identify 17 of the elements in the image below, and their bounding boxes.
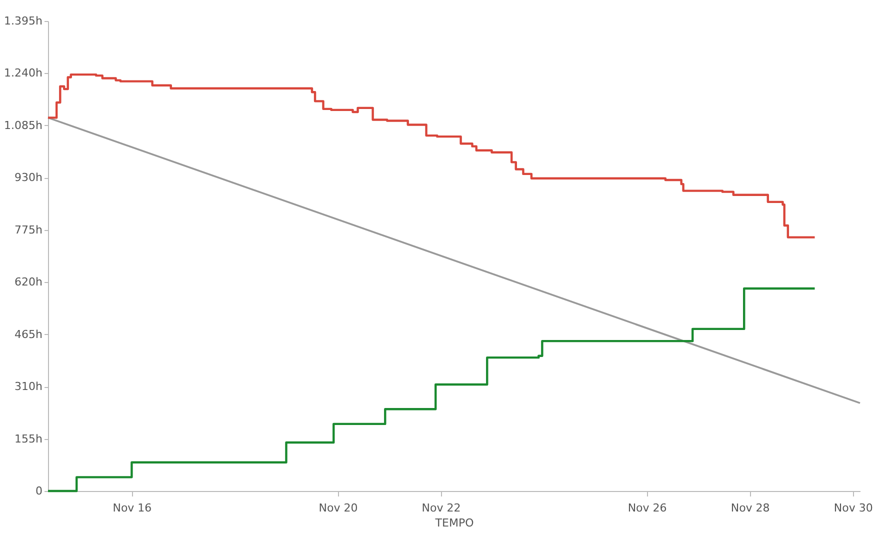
y-tick-label: 1.085h xyxy=(4,118,43,132)
x-tick-label: Nov 30 xyxy=(834,502,873,514)
x-axis-title: TEMPO xyxy=(434,516,474,530)
y-tick-label: 310h xyxy=(14,380,43,394)
x-tick-label: Nov 20 xyxy=(318,502,358,514)
y-tick-label: 465h xyxy=(14,328,43,341)
y-tick-label: 775h xyxy=(14,223,43,236)
y-tick-label: 620h xyxy=(14,276,43,289)
y-tick-label: 1.240h xyxy=(4,66,43,80)
y-tick-label: 155h xyxy=(14,432,43,446)
x-tick-label: Nov 22 xyxy=(422,502,461,514)
x-tick-label: Nov 16 xyxy=(112,502,152,514)
y-tick-label: 1.395h xyxy=(4,14,43,28)
x-tick-label: Nov 26 xyxy=(628,502,667,514)
x-tick-label: Nov 28 xyxy=(730,502,770,514)
y-tick-label: 930h xyxy=(14,171,43,184)
y-tick-label: 0 xyxy=(36,484,42,498)
